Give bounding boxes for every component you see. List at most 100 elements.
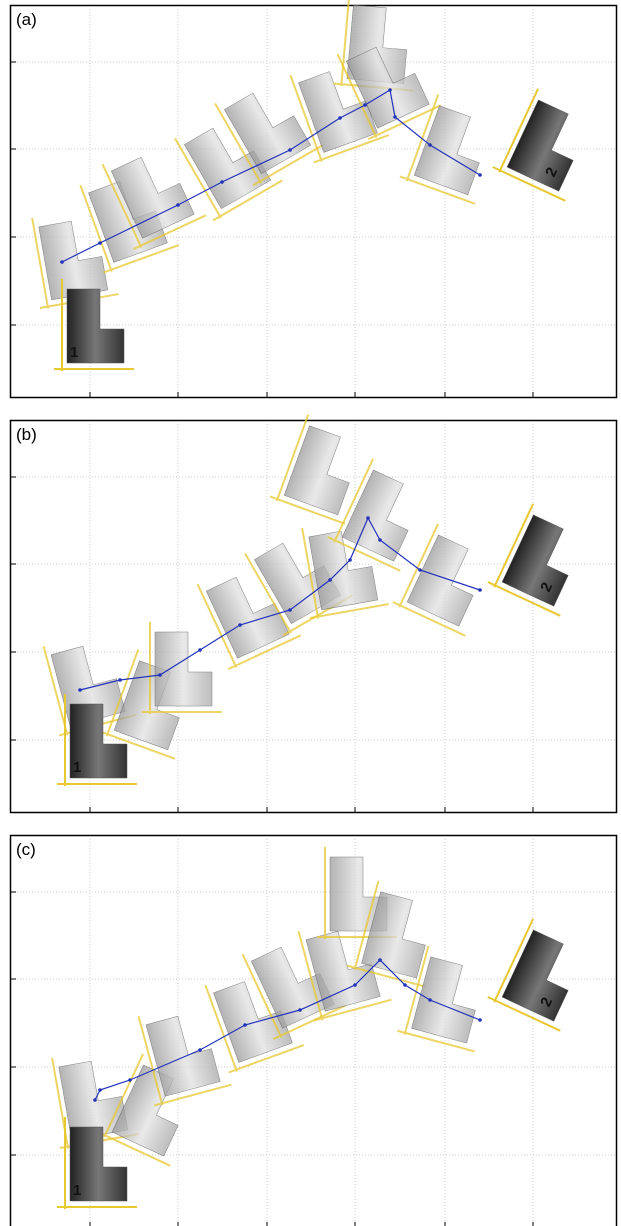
panel-frame <box>9 834 618 1226</box>
wheel-line <box>101 163 143 248</box>
ghost-robot <box>174 127 283 222</box>
wheel-line <box>313 134 390 164</box>
ghost-robot <box>392 523 474 637</box>
waypoint <box>353 983 357 987</box>
robot-body <box>110 156 195 239</box>
robot-body <box>69 703 128 779</box>
wheel-line <box>227 634 302 671</box>
wheel-line <box>79 184 113 272</box>
waypoint <box>98 1088 102 1092</box>
waypoint <box>338 116 342 120</box>
robot-body <box>501 929 569 1022</box>
robot-body <box>345 46 430 129</box>
wheel-line <box>301 527 320 619</box>
waypoint <box>478 588 482 592</box>
waypoint <box>128 1078 132 1082</box>
waypoint <box>288 608 292 612</box>
wheel-line <box>42 646 69 736</box>
robot-label: 1 <box>70 344 78 361</box>
wheel-line <box>297 931 324 1021</box>
start-robot: 1 <box>57 1117 137 1209</box>
robot-body <box>308 530 379 611</box>
wheel-line <box>137 1016 164 1106</box>
wheel-line <box>487 996 561 1032</box>
wheel-line <box>487 581 561 617</box>
robot-body <box>38 220 109 301</box>
robot-label: 1 <box>73 759 81 776</box>
wheel-line <box>289 74 323 162</box>
wheel-line <box>103 244 180 274</box>
wheel-line <box>398 523 440 608</box>
wheel-line <box>367 104 442 141</box>
robot-body <box>145 1015 221 1097</box>
wheel-line <box>31 217 50 309</box>
wheel-line <box>353 880 380 970</box>
waypoint <box>118 678 122 682</box>
waypoint <box>378 538 382 542</box>
panel-label: (c) <box>16 840 36 859</box>
wheel-line <box>405 94 440 182</box>
robot-body <box>411 956 476 1044</box>
ghost-robot <box>399 94 480 205</box>
wheel-line <box>272 1004 347 1041</box>
ghost-robot <box>336 46 442 141</box>
waypoint <box>328 578 332 582</box>
robot-body <box>361 891 426 979</box>
ghost-robot <box>397 945 476 1053</box>
waypoint <box>238 623 242 627</box>
robot-body <box>413 105 480 196</box>
robot-body <box>69 1126 128 1202</box>
waypoint <box>388 88 392 92</box>
wheel-line <box>493 503 535 588</box>
wheel-line <box>99 730 176 760</box>
panel: 1 2 (c) <box>9 834 618 1226</box>
wheel-line <box>174 137 222 219</box>
wheel-line <box>103 1053 145 1138</box>
wheel-line <box>132 214 207 251</box>
waypoint <box>93 1098 97 1102</box>
waypoint <box>220 180 224 184</box>
waypoint <box>98 241 102 245</box>
wheel-line <box>397 1029 475 1053</box>
waypoint <box>243 1023 247 1027</box>
wheel-line <box>399 175 476 205</box>
wheel-line <box>336 53 378 138</box>
wheel-line <box>492 166 566 202</box>
ghost-robot <box>142 622 222 714</box>
waypoint <box>198 648 202 652</box>
wheel-line <box>241 953 283 1038</box>
robot-label: 1 <box>73 1182 81 1199</box>
end-robot: 2 <box>487 918 569 1032</box>
wheel-line <box>347 964 425 988</box>
robot-body <box>406 534 474 627</box>
ghost-robot <box>97 1053 179 1167</box>
wheel-line <box>214 102 262 184</box>
wheel-line <box>392 601 466 637</box>
wheel-line <box>212 179 283 222</box>
ghost-robot <box>301 527 389 619</box>
waypoint <box>366 516 370 520</box>
panel-label: (a) <box>16 10 37 29</box>
waypoint <box>298 1008 302 1012</box>
wheel-line <box>269 495 346 525</box>
robot-body <box>506 99 574 192</box>
ghost-robot <box>269 414 350 525</box>
wheel-line <box>196 583 238 668</box>
wheel-line <box>244 552 292 634</box>
waypoint <box>60 260 64 264</box>
wheel-line <box>153 1083 232 1107</box>
wheel-line <box>228 1044 305 1074</box>
waypoint <box>176 203 180 207</box>
waypoint <box>478 173 482 177</box>
waypoint <box>348 558 352 562</box>
waypoint <box>363 103 367 107</box>
wheel-line <box>97 1131 171 1167</box>
robot-body <box>283 425 350 516</box>
wheel-line <box>493 918 535 1003</box>
panel-label: (b) <box>16 425 37 444</box>
robot-body <box>224 92 312 175</box>
waypoint <box>198 1048 202 1052</box>
ghost-robot <box>137 1015 232 1107</box>
ghost-robot <box>101 156 207 251</box>
panel: 1 2 (b) <box>9 414 618 814</box>
